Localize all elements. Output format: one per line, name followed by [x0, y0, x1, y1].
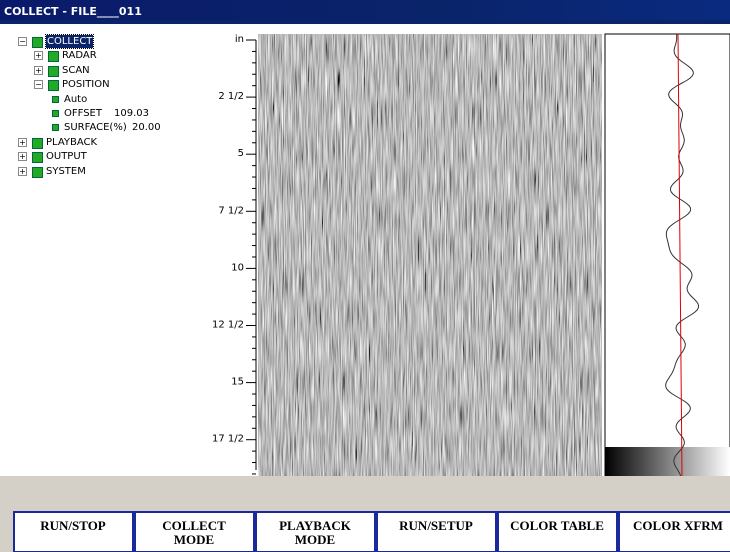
- button-label: COLLECT: [162, 518, 226, 533]
- depth-label: 15: [231, 377, 244, 388]
- tree-value: 20.00: [132, 122, 161, 134]
- item-icon: [52, 124, 59, 132]
- tree-label[interactable]: PLAYBACK: [46, 136, 98, 148]
- button[interactable]: [618, 511, 730, 552]
- button-label: RUN/SETUP: [399, 518, 473, 533]
- expander[interactable]: +: [18, 137, 27, 147]
- expander[interactable]: +: [18, 152, 27, 162]
- folder-icon: [48, 65, 59, 77]
- button[interactable]: [255, 511, 376, 552]
- depth-label: 12 1/2: [212, 320, 244, 331]
- folder-icon: [48, 80, 59, 92]
- depth-label: 17 1/2: [212, 434, 244, 445]
- expander[interactable]: +: [34, 65, 43, 75]
- button[interactable]: [13, 511, 134, 552]
- depth-label: 5: [238, 148, 244, 159]
- folder-icon: [32, 152, 43, 164]
- button-label: MODE: [174, 532, 214, 547]
- waveform: [665, 33, 700, 477]
- tree-label[interactable]: Auto: [64, 93, 88, 105]
- expander[interactable]: +: [18, 166, 27, 176]
- tree-label[interactable]: SCAN: [62, 64, 90, 76]
- trace-panel: [604, 33, 730, 477]
- button-label: RUN/STOP: [40, 518, 106, 533]
- depth-label: 2 1/2: [218, 91, 244, 102]
- tree-label[interactable]: RADAR: [62, 50, 97, 62]
- tree-view: − COLLECT + RADAR + SCAN − POSITION Auto OFFSET 10…: [14, 32, 198, 476]
- title-bar: COLLECT - FILE____011: [0, 0, 730, 24]
- tree-label[interactable]: OFFSET: [64, 108, 102, 119]
- button[interactable]: [134, 511, 255, 552]
- depth-label: 7 1/2: [218, 205, 244, 216]
- button-label: COLOR TABLE: [510, 518, 604, 533]
- radargram: [257, 33, 603, 477]
- tree-label[interactable]: SYSTEM: [46, 165, 86, 177]
- center-line: [677, 33, 683, 477]
- folder-icon: [32, 137, 43, 149]
- tree-value: 109.03: [114, 108, 149, 119]
- expander[interactable]: −: [34, 80, 43, 90]
- button-label: COLOR XFRM: [633, 518, 723, 533]
- item-icon: [52, 95, 59, 103]
- button[interactable]: [376, 511, 497, 552]
- expander[interactable]: +: [34, 51, 43, 61]
- button-label: MODE: [295, 532, 335, 547]
- tree-label[interactable]: OUTPUT: [46, 151, 87, 163]
- depth-label: in: [235, 34, 244, 45]
- depth-label: 10: [231, 262, 244, 273]
- expander[interactable]: −: [18, 37, 27, 46]
- folder-icon: [32, 166, 43, 178]
- tree-label[interactable]: POSITION: [62, 79, 110, 91]
- tree-label[interactable]: COLLECT: [44, 34, 95, 49]
- color-ramp: [605, 447, 730, 476]
- button[interactable]: [497, 511, 618, 552]
- tree-label[interactable]: SURFACE(%): [64, 122, 127, 134]
- button-label: PLAYBACK: [279, 518, 352, 533]
- folder-icon: [48, 51, 59, 63]
- item-icon: [52, 110, 59, 117]
- folder-icon: [32, 37, 43, 48]
- status-strip: [0, 476, 730, 510]
